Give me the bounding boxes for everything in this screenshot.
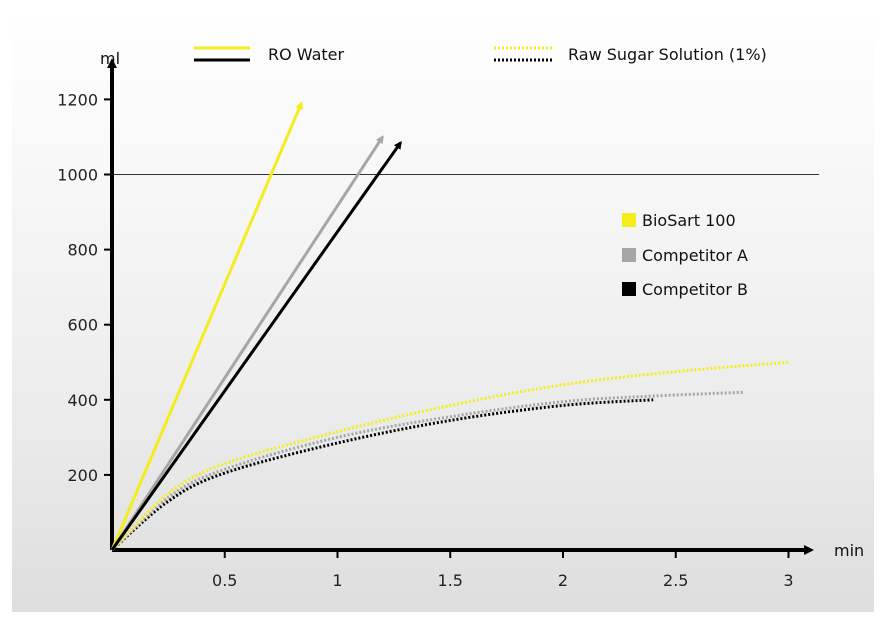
x-axis-unit: min	[834, 541, 864, 560]
chart-panel: ml min 200 400 600 800 1000 1200 0.5 1 1.5 2 2.5 3 …	[12, 8, 874, 612]
y-tick-label: 1000	[57, 166, 98, 185]
series-group	[110, 101, 789, 552]
x-tick-label: 1.5	[438, 571, 463, 590]
x-tick-label: 2	[558, 571, 568, 590]
legend-biosart-label: BioSart 100	[642, 211, 736, 230]
legend-competitor-b-label: Competitor B	[642, 280, 748, 299]
y-axis-unit: ml	[100, 49, 120, 68]
x-tick-label: 0.5	[212, 571, 237, 590]
y-tick-label: 400	[67, 391, 98, 410]
legend-biosart-swatch	[622, 213, 636, 227]
series-sugar-solution-competitor-b	[111, 398, 654, 552]
line-style-legend: RO Water Raw Sugar Solution (1%)	[194, 45, 767, 64]
series-sugar-solution-competitor-a	[110, 390, 744, 552]
series-ro-water-biosart-100	[110, 101, 303, 551]
legend-solid-label: RO Water	[268, 45, 345, 64]
axis-ticks: 200 400 600 800 1000 1200 0.5 1 1.5 2 2.5 3	[57, 90, 793, 590]
x-tick-label: 3	[783, 571, 793, 590]
legend-competitor-b-swatch	[622, 282, 636, 296]
series-sugar-solution-biosart-100	[110, 360, 789, 552]
x-tick-label: 1	[332, 571, 342, 590]
legend-competitor-a-swatch	[622, 248, 636, 262]
y-tick-label: 600	[67, 316, 98, 335]
series-ro-water-competitor-b	[110, 140, 402, 551]
legend-dotted-label: Raw Sugar Solution (1%)	[568, 45, 767, 64]
x-tick-label: 2.5	[663, 571, 688, 590]
legend-competitor-a-label: Competitor A	[642, 246, 748, 265]
y-tick-label: 800	[67, 241, 98, 260]
series-ro-water-competitor-a	[110, 135, 384, 551]
y-tick-label: 200	[67, 466, 98, 485]
y-tick-label: 1200	[57, 90, 98, 109]
product-legend: BioSart 100 Competitor A Competitor B	[622, 211, 748, 299]
